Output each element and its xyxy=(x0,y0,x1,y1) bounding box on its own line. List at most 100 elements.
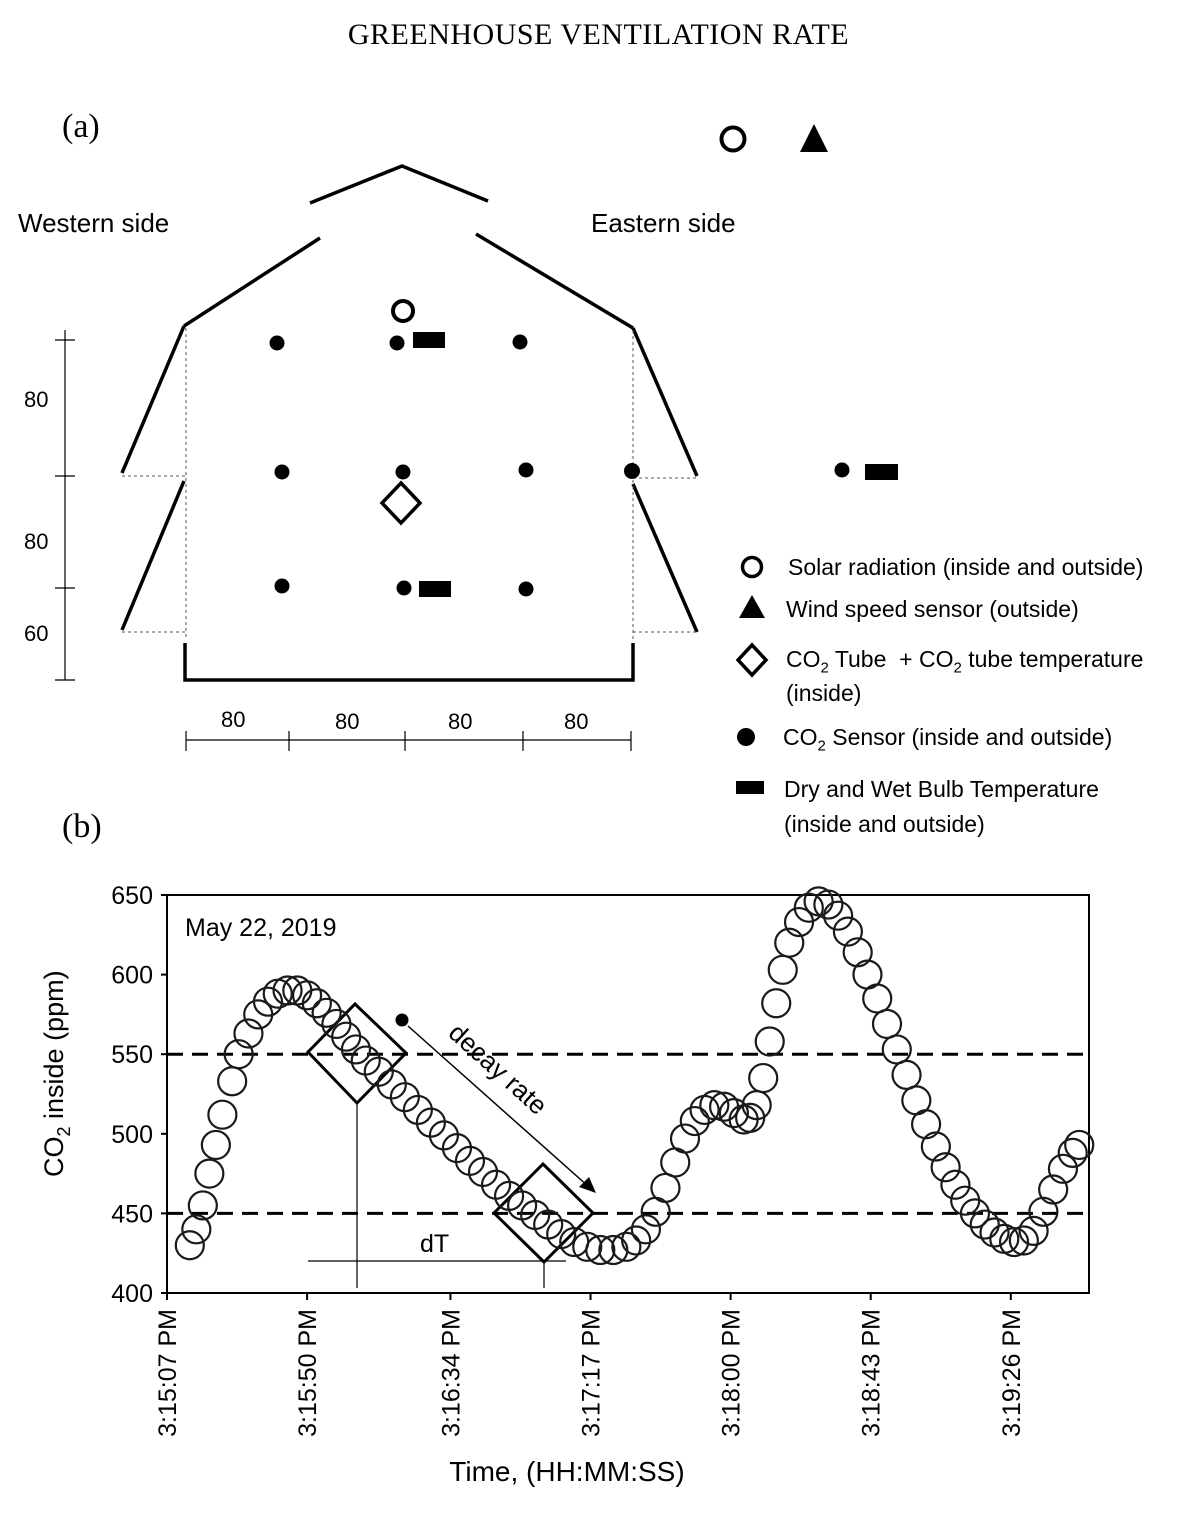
data-point xyxy=(585,1234,616,1266)
x-tick-label: 3:18:43 PM xyxy=(858,1309,886,1437)
greenhouse-diagram xyxy=(55,124,898,751)
data-point xyxy=(340,1034,372,1065)
data-point xyxy=(1008,1225,1039,1256)
co2-tube-marker xyxy=(379,480,423,526)
x-tick-label: 3:17:17 PM xyxy=(578,1309,606,1437)
data-point xyxy=(754,1026,785,1057)
dim-h-2: 80 xyxy=(335,709,360,734)
data-point xyxy=(979,1217,1010,1248)
data-point xyxy=(187,1190,218,1221)
data-points xyxy=(174,886,1095,1266)
data-point xyxy=(969,1209,1000,1240)
data-point xyxy=(930,1152,961,1183)
data-point xyxy=(252,986,284,1017)
filled-circle-icon xyxy=(737,728,755,746)
data-point xyxy=(699,1090,730,1121)
y-tick-label: 400 xyxy=(111,1280,153,1308)
data-point xyxy=(291,980,323,1011)
data-point xyxy=(823,900,854,931)
data-point xyxy=(217,1066,248,1097)
reference-lines xyxy=(167,1052,1089,1215)
data-point xyxy=(311,997,342,1028)
data-point xyxy=(331,1021,362,1052)
data-point xyxy=(761,988,792,1019)
data-point xyxy=(998,1226,1030,1258)
running-head-title: GREENHOUSE VENTILATION RATE xyxy=(347,18,850,51)
y-tick-label: 600 xyxy=(111,962,153,990)
data-point xyxy=(1057,1137,1088,1169)
data-point xyxy=(871,1008,903,1040)
data-point xyxy=(572,1231,603,1262)
legend-co2tube-text: CO2 Tube + CO2 tube temperature xyxy=(786,646,1144,677)
dim-v-1: 80 xyxy=(24,387,49,412)
decay-arrow-line xyxy=(407,1025,590,1188)
data-point xyxy=(748,1062,779,1094)
data-point xyxy=(881,1034,912,1065)
vent-dashed-lines xyxy=(122,328,697,640)
data-point xyxy=(774,927,805,958)
data-point xyxy=(207,1099,238,1130)
plot-frame xyxy=(166,894,1090,1294)
axis-ticks: 400 450 500 550 600 650 3:15:07 PM 3:15:50 PM 3:… xyxy=(111,882,1026,1437)
vertical-dimension-line xyxy=(55,330,75,681)
solar-radiation-sensor xyxy=(391,299,415,323)
data-point xyxy=(793,892,824,923)
x-tick-label: 3:16:34 PM xyxy=(437,1309,465,1437)
western-side-label: Western side xyxy=(18,208,170,238)
data-point xyxy=(832,916,864,947)
data-point xyxy=(920,1131,951,1162)
data-point xyxy=(1028,1196,1059,1227)
data-point xyxy=(194,1158,225,1189)
decay-window-lower xyxy=(491,1161,596,1265)
x-tick-label: 3:19:26 PM xyxy=(998,1309,1026,1437)
data-point xyxy=(940,1169,971,1200)
data-point xyxy=(650,1172,681,1204)
data-point xyxy=(891,1059,922,1090)
filled-triangle-icon xyxy=(800,124,828,152)
legend-wind-text: Wind speed sensor (outside) xyxy=(786,596,1079,622)
decay-arrow-head xyxy=(579,1177,596,1193)
dim-v-3: 60 xyxy=(24,621,49,646)
filled-rect-icon xyxy=(736,781,764,794)
legend-drywet-text-line2: (inside and outside) xyxy=(784,811,985,837)
date-label: May 22, 2019 xyxy=(185,914,337,942)
y-axis-label: CO2 inside (ppm) xyxy=(39,970,74,1177)
data-point xyxy=(233,1018,264,1049)
legend-solar-text: Solar radiation (inside and outside) xyxy=(788,554,1144,580)
y-tick-label: 500 xyxy=(111,1121,153,1149)
x-tick-label: 3:15:07 PM xyxy=(154,1309,182,1437)
legend-co2tube-text-line2: (inside) xyxy=(786,680,862,706)
data-point xyxy=(767,954,798,985)
filled-triangle-icon xyxy=(739,595,765,618)
data-point xyxy=(679,1105,710,1137)
data-point xyxy=(1047,1153,1079,1184)
dim-h-3: 80 xyxy=(448,709,473,734)
dT-label: dT xyxy=(420,1230,449,1258)
data-point xyxy=(813,889,844,920)
legend-co2sensor-text: CO2 Sensor (inside and outside) xyxy=(783,724,1113,755)
eastern-side-label: Eastern side xyxy=(591,208,736,238)
data-point xyxy=(862,983,893,1014)
y-tick-label: 450 xyxy=(111,1200,153,1228)
data-point xyxy=(959,1198,991,1229)
data-point xyxy=(611,1231,642,1262)
decay-arrow-start xyxy=(395,1013,409,1027)
data-point xyxy=(842,937,873,968)
data-point xyxy=(950,1185,981,1216)
data-point xyxy=(1018,1215,1049,1247)
dim-h-1: 80 xyxy=(221,707,246,732)
x-axis-label: Time, (HH:MM:SS) xyxy=(449,1456,684,1487)
panel-b-label: (b) xyxy=(62,808,102,845)
dim-h-4: 80 xyxy=(564,709,589,734)
legend-icons xyxy=(736,555,769,794)
data-point xyxy=(272,975,303,1006)
co2-sensors xyxy=(269,334,850,597)
data-point xyxy=(630,1214,662,1245)
data-point xyxy=(1064,1129,1095,1161)
data-point xyxy=(223,1039,254,1070)
greenhouse-outline xyxy=(120,164,699,682)
open-diamond-icon xyxy=(736,642,769,678)
data-point xyxy=(301,988,332,1019)
legend-drywet-text: Dry and Wet Bulb Temperature xyxy=(784,776,1099,802)
decay-rate-label: decay rate xyxy=(443,1017,553,1121)
